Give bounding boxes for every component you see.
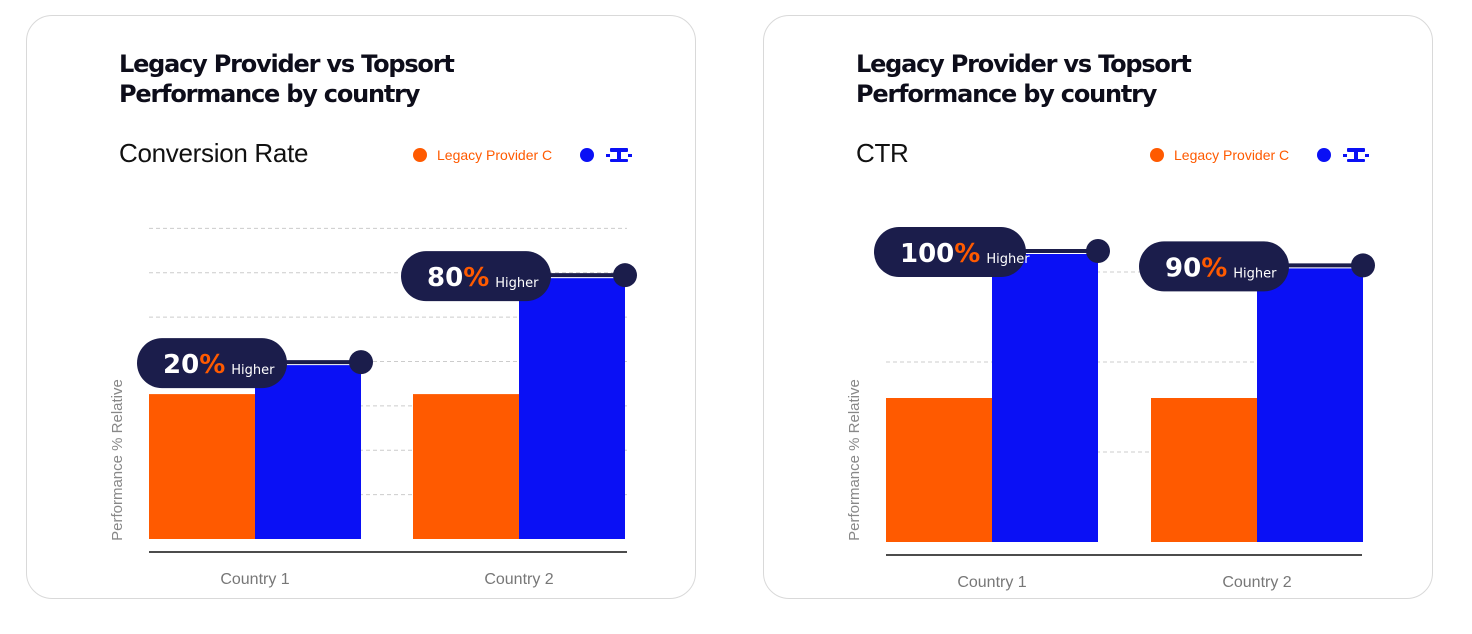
ctr-chart: Performance % Relative 100% Higher Country … (846, 227, 1375, 591)
annotation-word: Higher (986, 252, 1030, 267)
annotation-word: Higher (495, 276, 539, 291)
card-title: Legacy Provider vs Topsort Performance b… (119, 49, 455, 109)
card-title-line-1: Legacy Provider vs Topsort (856, 50, 1192, 78)
annotation-dot (349, 350, 373, 375)
y-axis-label: Performance % Relative (846, 379, 863, 541)
bar-topsort (1257, 268, 1363, 542)
bar-topsort (519, 278, 625, 539)
annotation-value: 20 (163, 350, 199, 380)
x-tick-label: Country 1 (220, 571, 289, 588)
x-tick-label: Country 2 (1222, 574, 1291, 591)
annotation-value: 90 (1165, 253, 1201, 283)
annotation-word: Higher (1233, 266, 1277, 281)
annotation-pill (401, 251, 551, 302)
bar-topsort (255, 365, 361, 539)
chart-card-conversion-rate: Legacy Provider vs Topsort Performance b… (26, 15, 696, 599)
annotation-dot (613, 263, 637, 288)
bar-legacy (413, 394, 519, 539)
annotation-percent-sign: % (199, 350, 225, 380)
annotation-value: 100 (900, 239, 954, 269)
legend-topsort-dot (1317, 148, 1332, 162)
legend-legacy-label: Legacy Provider C (437, 147, 553, 163)
annotation-dot (1351, 253, 1375, 278)
card-title: Legacy Provider vs Topsort Performance b… (856, 49, 1192, 109)
annotation-pill (874, 227, 1026, 277)
conversion-rate-chart: Performance % Relative 20% Higher Country 1… (109, 227, 637, 588)
annotation-label: 20% Higher (163, 350, 275, 380)
chart-legend: Legacy Provider C (413, 145, 633, 165)
chart-legend: Legacy Provider C (1150, 145, 1370, 165)
annotation-pill (137, 338, 287, 389)
annotation-percent-sign: % (463, 263, 489, 293)
bar-topsort (992, 254, 1098, 542)
bar-legacy (1151, 398, 1257, 542)
card-title-line-2: Performance by country (856, 80, 1157, 108)
topsort-logo-icon (1343, 148, 1370, 162)
x-tick-label: Country 1 (957, 574, 1026, 591)
topsort-logo-icon (606, 148, 633, 162)
metric-label: Conversion Rate (119, 138, 309, 168)
legend-legacy-dot (413, 148, 427, 162)
annotation-word: Higher (231, 363, 275, 378)
annotation-label: 90% Higher (1165, 253, 1277, 283)
annotation-label: 80% Higher (427, 263, 539, 293)
legend-legacy-label: Legacy Provider C (1174, 147, 1290, 163)
chart-card-ctr: Legacy Provider vs Topsort Performance b… (763, 15, 1433, 599)
metric-label: CTR (856, 138, 909, 168)
bar-legacy (886, 398, 992, 542)
card-title-line-1: Legacy Provider vs Topsort (119, 50, 455, 78)
x-tick-label: Country 2 (484, 571, 553, 588)
y-axis-label: Performance % Relative (109, 379, 126, 541)
card-title-line-2: Performance by country (119, 80, 420, 108)
annotation-dot (1086, 239, 1110, 263)
bar-legacy (149, 394, 255, 539)
annotation-pill (1139, 241, 1289, 292)
legend-topsort-dot (580, 148, 595, 162)
legend-legacy-dot (1150, 148, 1164, 162)
annotation-percent-sign: % (954, 239, 980, 269)
annotation-value: 80 (427, 263, 463, 293)
annotation-label: 100% Higher (900, 239, 1030, 269)
annotation-percent-sign: % (1201, 253, 1227, 283)
